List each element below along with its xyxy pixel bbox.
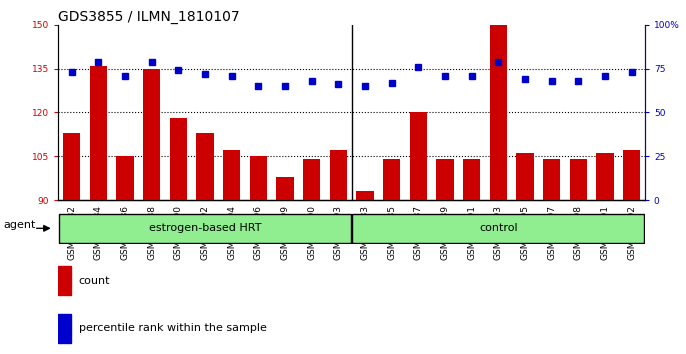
Text: GDS3855 / ILMN_1810107: GDS3855 / ILMN_1810107	[58, 10, 240, 24]
Bar	[250, 156, 267, 200]
Bar	[410, 113, 427, 200]
Bar	[490, 25, 507, 200]
Bar	[569, 159, 587, 200]
Text: estrogen-based HRT: estrogen-based HRT	[149, 223, 261, 233]
Text: control: control	[479, 223, 517, 233]
Bar	[516, 153, 534, 200]
Bar	[436, 159, 453, 200]
Text: agent: agent	[3, 220, 35, 230]
Bar	[59, 214, 351, 243]
Bar	[196, 133, 213, 200]
Bar	[169, 118, 187, 200]
Bar	[352, 214, 644, 243]
Bar	[596, 153, 613, 200]
Text: count: count	[79, 276, 110, 286]
Bar	[223, 150, 240, 200]
Bar	[356, 191, 374, 200]
Bar	[543, 159, 560, 200]
Bar	[303, 159, 320, 200]
Bar	[58, 266, 71, 295]
Text: percentile rank within the sample: percentile rank within the sample	[79, 324, 267, 333]
Bar	[58, 314, 71, 343]
Bar	[143, 69, 161, 200]
Bar	[329, 150, 347, 200]
Bar	[623, 150, 640, 200]
Bar	[463, 159, 480, 200]
Bar	[117, 156, 134, 200]
Bar	[90, 66, 107, 200]
Bar	[63, 133, 80, 200]
Bar	[383, 159, 400, 200]
Bar	[276, 177, 294, 200]
